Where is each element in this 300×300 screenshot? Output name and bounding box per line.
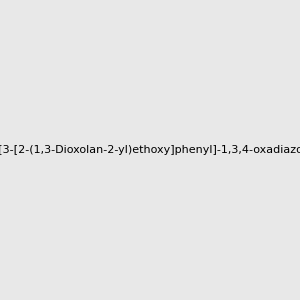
Text: 2-[3-[2-(1,3-Dioxolan-2-yl)ethoxy]phenyl]-1,3,4-oxadiazole: 2-[3-[2-(1,3-Dioxolan-2-yl)ethoxy]phenyl… — [0, 145, 300, 155]
